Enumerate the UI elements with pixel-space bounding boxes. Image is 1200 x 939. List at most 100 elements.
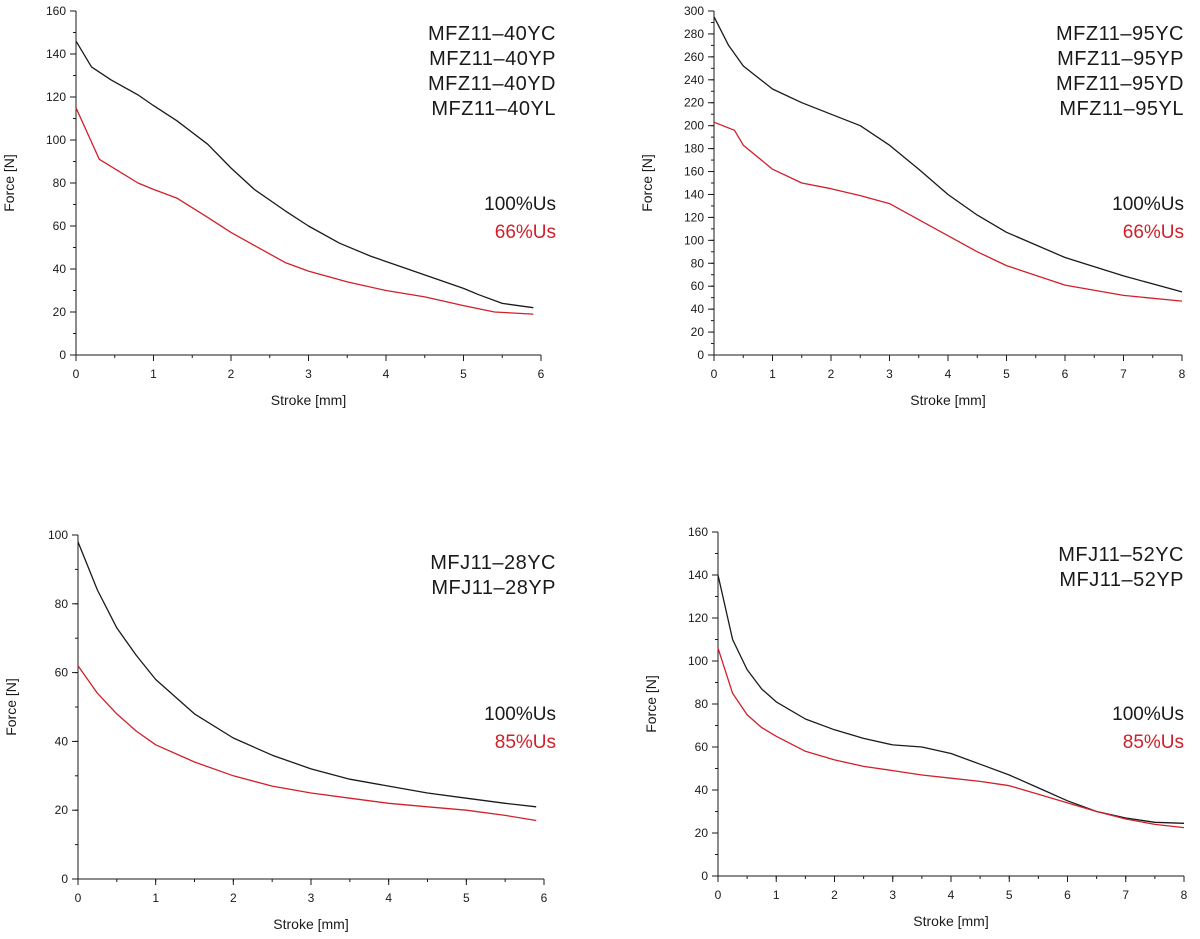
x-tick-label: 3 — [889, 888, 896, 902]
x-axis-title: Stroke [mm] — [271, 392, 346, 408]
x-tick-label: 6 — [538, 367, 545, 381]
y-axis-title: Force [N] — [643, 675, 659, 733]
x-tick-label: 8 — [1181, 888, 1188, 902]
y-tick-label: 140 — [688, 568, 708, 582]
y-axis-title: Force [N] — [639, 154, 655, 212]
legend-entry: 100%Us — [1112, 704, 1184, 725]
model-label: MFJ11–28YC — [430, 552, 556, 574]
legend-entry: 85%Us — [495, 732, 556, 753]
x-tick-label: 3 — [305, 367, 312, 381]
y-tick-label: 60 — [695, 740, 709, 754]
x-tick-label: 3 — [308, 891, 315, 905]
x-tick-label: 0 — [73, 367, 80, 381]
x-tick-label: 0 — [711, 367, 718, 381]
x-tick-label: 6 — [541, 891, 548, 905]
model-label: MFZ11–95YL — [1059, 98, 1184, 120]
x-tick-label: 5 — [460, 367, 467, 381]
y-tick-label: 120 — [688, 611, 708, 625]
y-tick-label: 160 — [46, 4, 66, 18]
x-tick-label: 2 — [831, 888, 838, 902]
y-tick-label: 160 — [684, 165, 704, 179]
y-tick-label: 160 — [688, 525, 708, 539]
y-tick-label: 240 — [684, 73, 704, 87]
x-axis-title: Stroke [mm] — [910, 392, 985, 408]
x-tick-label: 4 — [948, 888, 955, 902]
model-label: MFJ11–52YP — [1059, 569, 1184, 591]
y-tick-label: 120 — [46, 90, 66, 104]
x-tick-label: 4 — [945, 367, 952, 381]
y-axis-title: Force [N] — [3, 678, 19, 736]
y-tick-label: 40 — [55, 734, 69, 748]
legend-entry: 85%Us — [1123, 732, 1184, 753]
y-tick-label: 0 — [61, 872, 68, 886]
y-axis-title: Force [N] — [1, 154, 17, 212]
series-line — [77, 665, 537, 822]
y-tick-label: 60 — [55, 666, 69, 680]
x-tick-label: 1 — [150, 367, 157, 381]
y-tick-label: 260 — [684, 50, 704, 64]
y-tick-label: 20 — [695, 826, 709, 840]
series-line — [713, 16, 1183, 293]
y-tick-label: 140 — [684, 187, 704, 201]
series-line — [717, 647, 1185, 829]
y-tick-label: 180 — [684, 142, 704, 156]
legend-entry: 100%Us — [1112, 194, 1184, 215]
y-tick-label: 40 — [695, 783, 709, 797]
y-tick-label: 120 — [684, 210, 704, 224]
y-tick-label: 0 — [701, 869, 708, 883]
x-tick-label: 5 — [1006, 888, 1013, 902]
y-tick-label: 80 — [55, 597, 69, 611]
model-label: MFZ11–40YC — [428, 23, 556, 45]
x-axis-title: Stroke [mm] — [273, 916, 348, 932]
x-tick-label: 3 — [886, 367, 893, 381]
y-tick-label: 20 — [691, 325, 705, 339]
y-tick-label: 0 — [59, 348, 66, 362]
y-tick-label: 100 — [46, 133, 66, 147]
y-tick-label: 140 — [46, 47, 66, 61]
x-tick-label: 0 — [75, 891, 82, 905]
x-tick-label: 2 — [828, 367, 835, 381]
y-tick-label: 100 — [48, 528, 68, 542]
y-tick-label: 80 — [695, 697, 709, 711]
y-tick-label: 300 — [684, 4, 704, 18]
y-tick-label: 60 — [691, 279, 705, 293]
chart-2: 0 1 2 3 4 5 6 7 80204060801001201401601802002202… — [639, 4, 1186, 408]
legend-entry: 66%Us — [1123, 222, 1184, 243]
series-line — [713, 121, 1183, 302]
y-tick-label: 60 — [53, 219, 67, 233]
x-tick-label: 5 — [1003, 367, 1010, 381]
model-label: MFZ11–95YC — [1056, 23, 1184, 45]
x-tick-label: 7 — [1122, 888, 1129, 902]
x-tick-label: 8 — [1179, 367, 1186, 381]
x-tick-label: 1 — [769, 367, 776, 381]
x-tick-label: 4 — [383, 367, 390, 381]
series-line — [717, 574, 1185, 824]
legend-entry: 100%Us — [484, 194, 556, 215]
y-tick-label: 20 — [53, 305, 67, 319]
y-tick-label: 280 — [684, 27, 704, 41]
x-tick-label: 7 — [1120, 367, 1127, 381]
x-tick-label: 2 — [230, 891, 237, 905]
series-line — [77, 541, 537, 808]
x-tick-label: 6 — [1064, 888, 1071, 902]
model-label: MFJ11–52YC — [1058, 544, 1184, 566]
x-tick-label: 4 — [385, 891, 392, 905]
x-tick-label: 2 — [228, 367, 235, 381]
x-tick-label: 0 — [715, 888, 722, 902]
model-label: MFJ11–28YP — [431, 577, 556, 599]
y-tick-label: 220 — [684, 96, 704, 110]
x-axis-title: Stroke [mm] — [913, 913, 988, 929]
y-tick-label: 100 — [684, 233, 704, 247]
y-tick-label: 0 — [697, 348, 704, 362]
y-tick-label: 200 — [684, 119, 704, 133]
y-tick-label: 40 — [691, 302, 705, 316]
y-tick-label: 100 — [688, 654, 708, 668]
model-label: MFZ11–95YP — [1057, 48, 1184, 70]
legend-entry: 100%Us — [484, 704, 556, 725]
model-label: MFZ11–95YD — [1056, 73, 1184, 95]
y-tick-label: 80 — [53, 176, 67, 190]
y-tick-label: 40 — [53, 262, 67, 276]
